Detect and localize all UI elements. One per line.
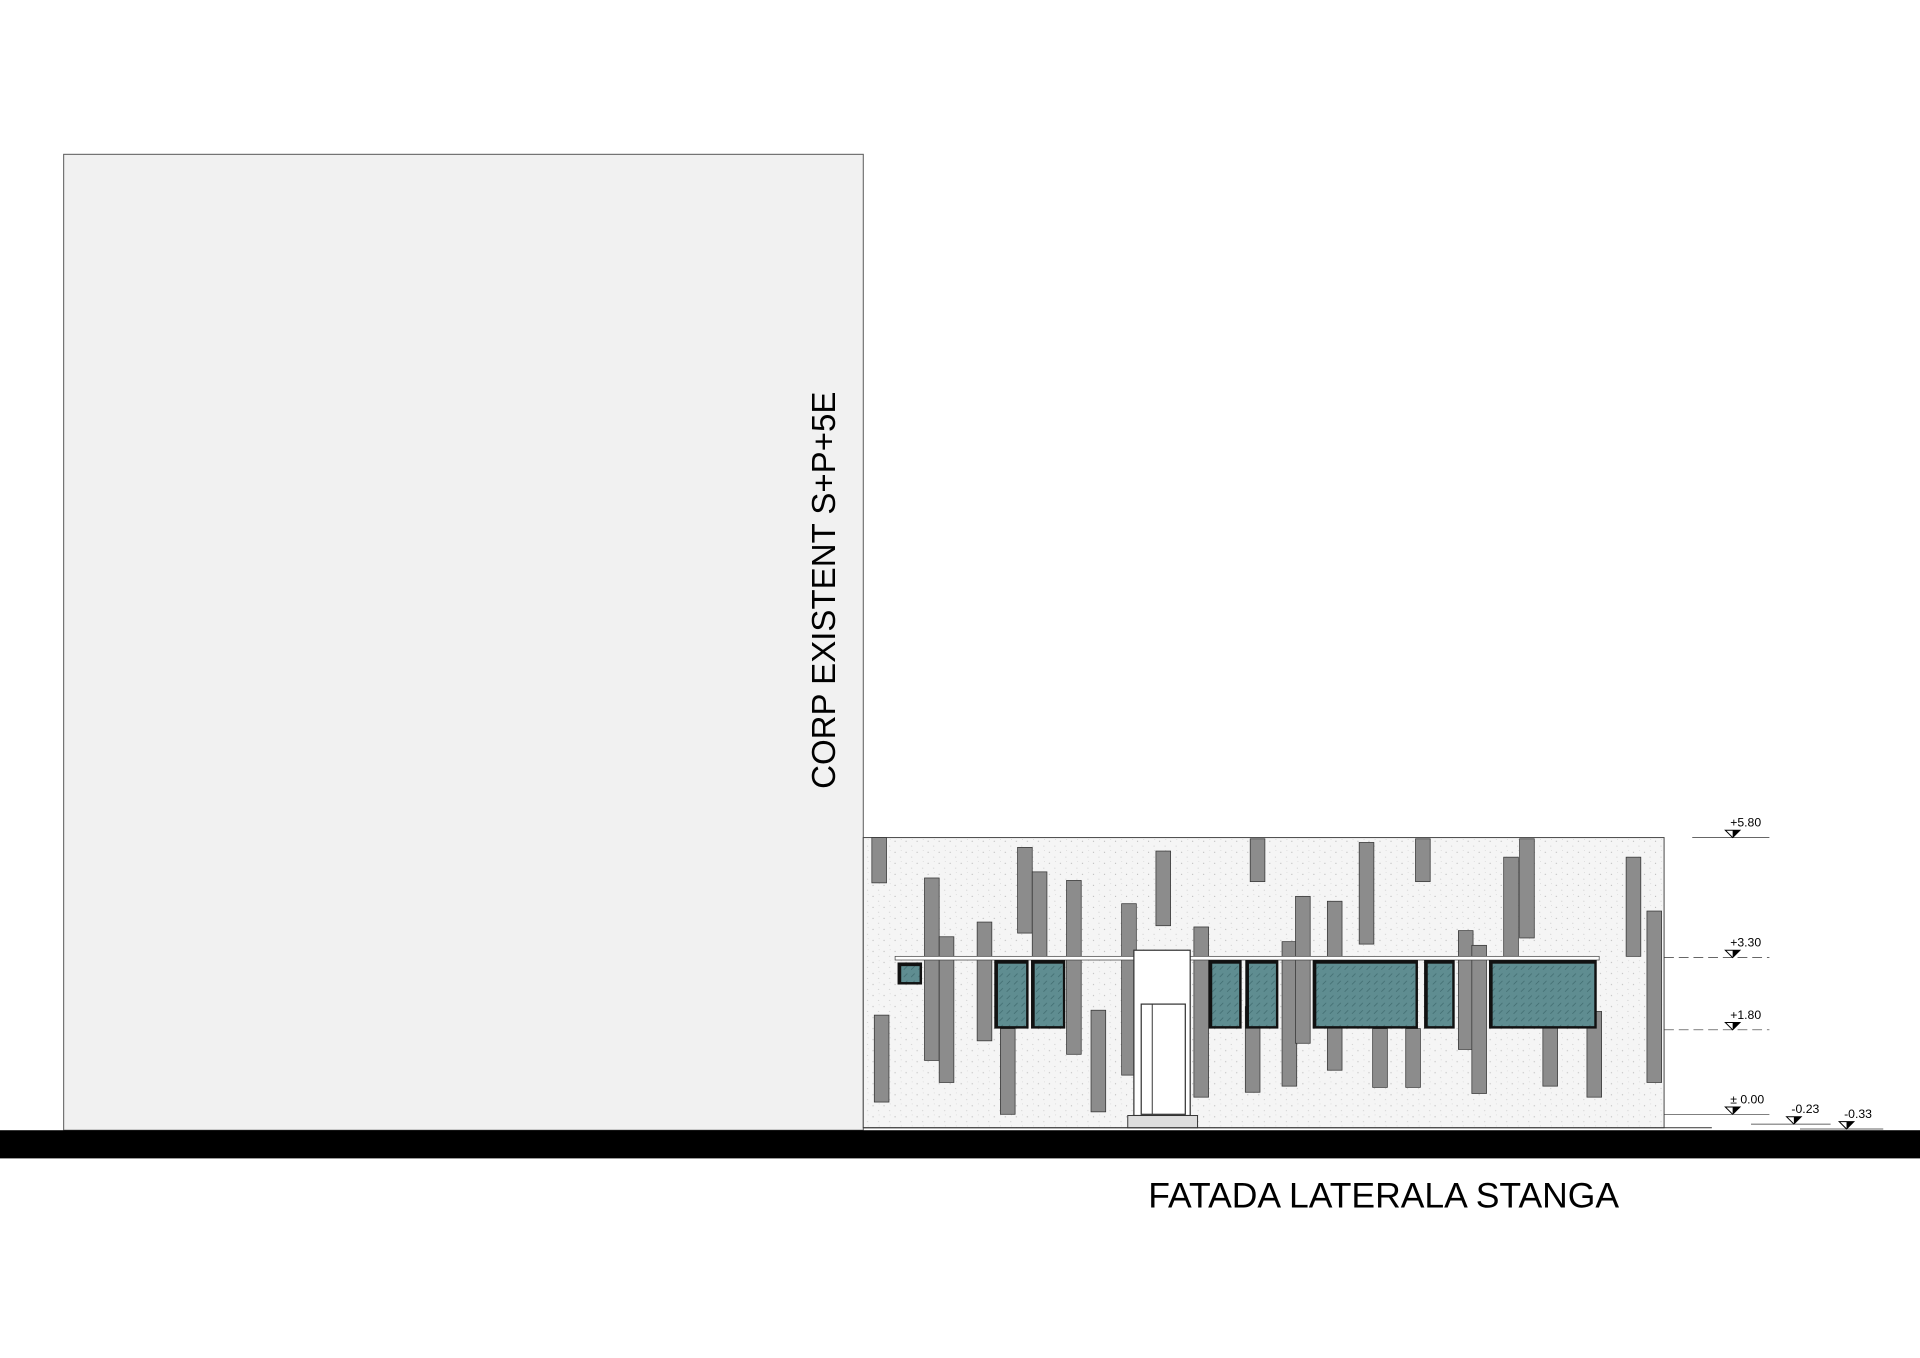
fin [873, 1014, 890, 1103]
existing-building [63, 153, 864, 1131]
fin [1458, 930, 1474, 1050]
level-triangle-fill [1732, 950, 1740, 958]
drawing-title: FATADA LATERALA STANGA [1148, 1175, 1619, 1215]
fin [976, 921, 993, 1042]
steps [1127, 1115, 1199, 1129]
fin [1066, 880, 1082, 1055]
level-triangle-fill [1793, 1116, 1802, 1125]
fin [1281, 941, 1298, 1087]
fin [871, 837, 887, 884]
fin [1646, 910, 1662, 1083]
window-glass [1316, 963, 1416, 1027]
fin [1155, 850, 1171, 927]
level-label: -0.33 [1844, 1107, 1872, 1121]
existing-building-label: CORP EXISTENT S+P+5E [806, 392, 843, 789]
fin [1415, 838, 1431, 883]
fin [1193, 926, 1209, 1098]
level-label: +5.80 [1730, 816, 1761, 830]
fin [1503, 856, 1519, 957]
window-glass [1427, 963, 1453, 1027]
fin [1358, 842, 1375, 945]
window-glass [901, 966, 920, 983]
level-triangle-fill [1732, 830, 1740, 838]
window-glass [1212, 963, 1240, 1027]
fin [938, 936, 955, 1083]
window-glass [1492, 963, 1595, 1027]
door [1140, 1003, 1186, 1115]
window-glass [1034, 963, 1063, 1027]
windows [894, 955, 1600, 1029]
level-label: +1.80 [1730, 1008, 1761, 1022]
window-glass [1248, 963, 1276, 1027]
fin [1519, 838, 1535, 939]
level-label: -0.23 [1791, 1102, 1819, 1116]
fin [1295, 895, 1311, 1044]
fin [924, 877, 940, 1061]
fins [871, 837, 1662, 1115]
ground [0, 1130, 1920, 1159]
fin [1000, 1028, 1016, 1115]
fin [1471, 944, 1487, 1094]
level-label: +3.30 [1730, 936, 1761, 950]
fin [1625, 856, 1642, 957]
level-markers: +5.80 +3.30 +1.80 ± 0.00 -0.23 -0.33 [1664, 816, 1884, 1130]
level-label: ± 0.00 [1730, 1092, 1764, 1106]
fin [1372, 1028, 1388, 1088]
fin [1031, 871, 1048, 968]
level-triangle-fill [1732, 1022, 1740, 1030]
window-band [894, 955, 1600, 961]
fin [1017, 847, 1033, 934]
fin [1249, 838, 1266, 883]
level-triangle-fill [1846, 1121, 1854, 1129]
fin [1405, 1028, 1421, 1088]
window-glass [997, 963, 1027, 1027]
fin [1090, 1009, 1107, 1113]
